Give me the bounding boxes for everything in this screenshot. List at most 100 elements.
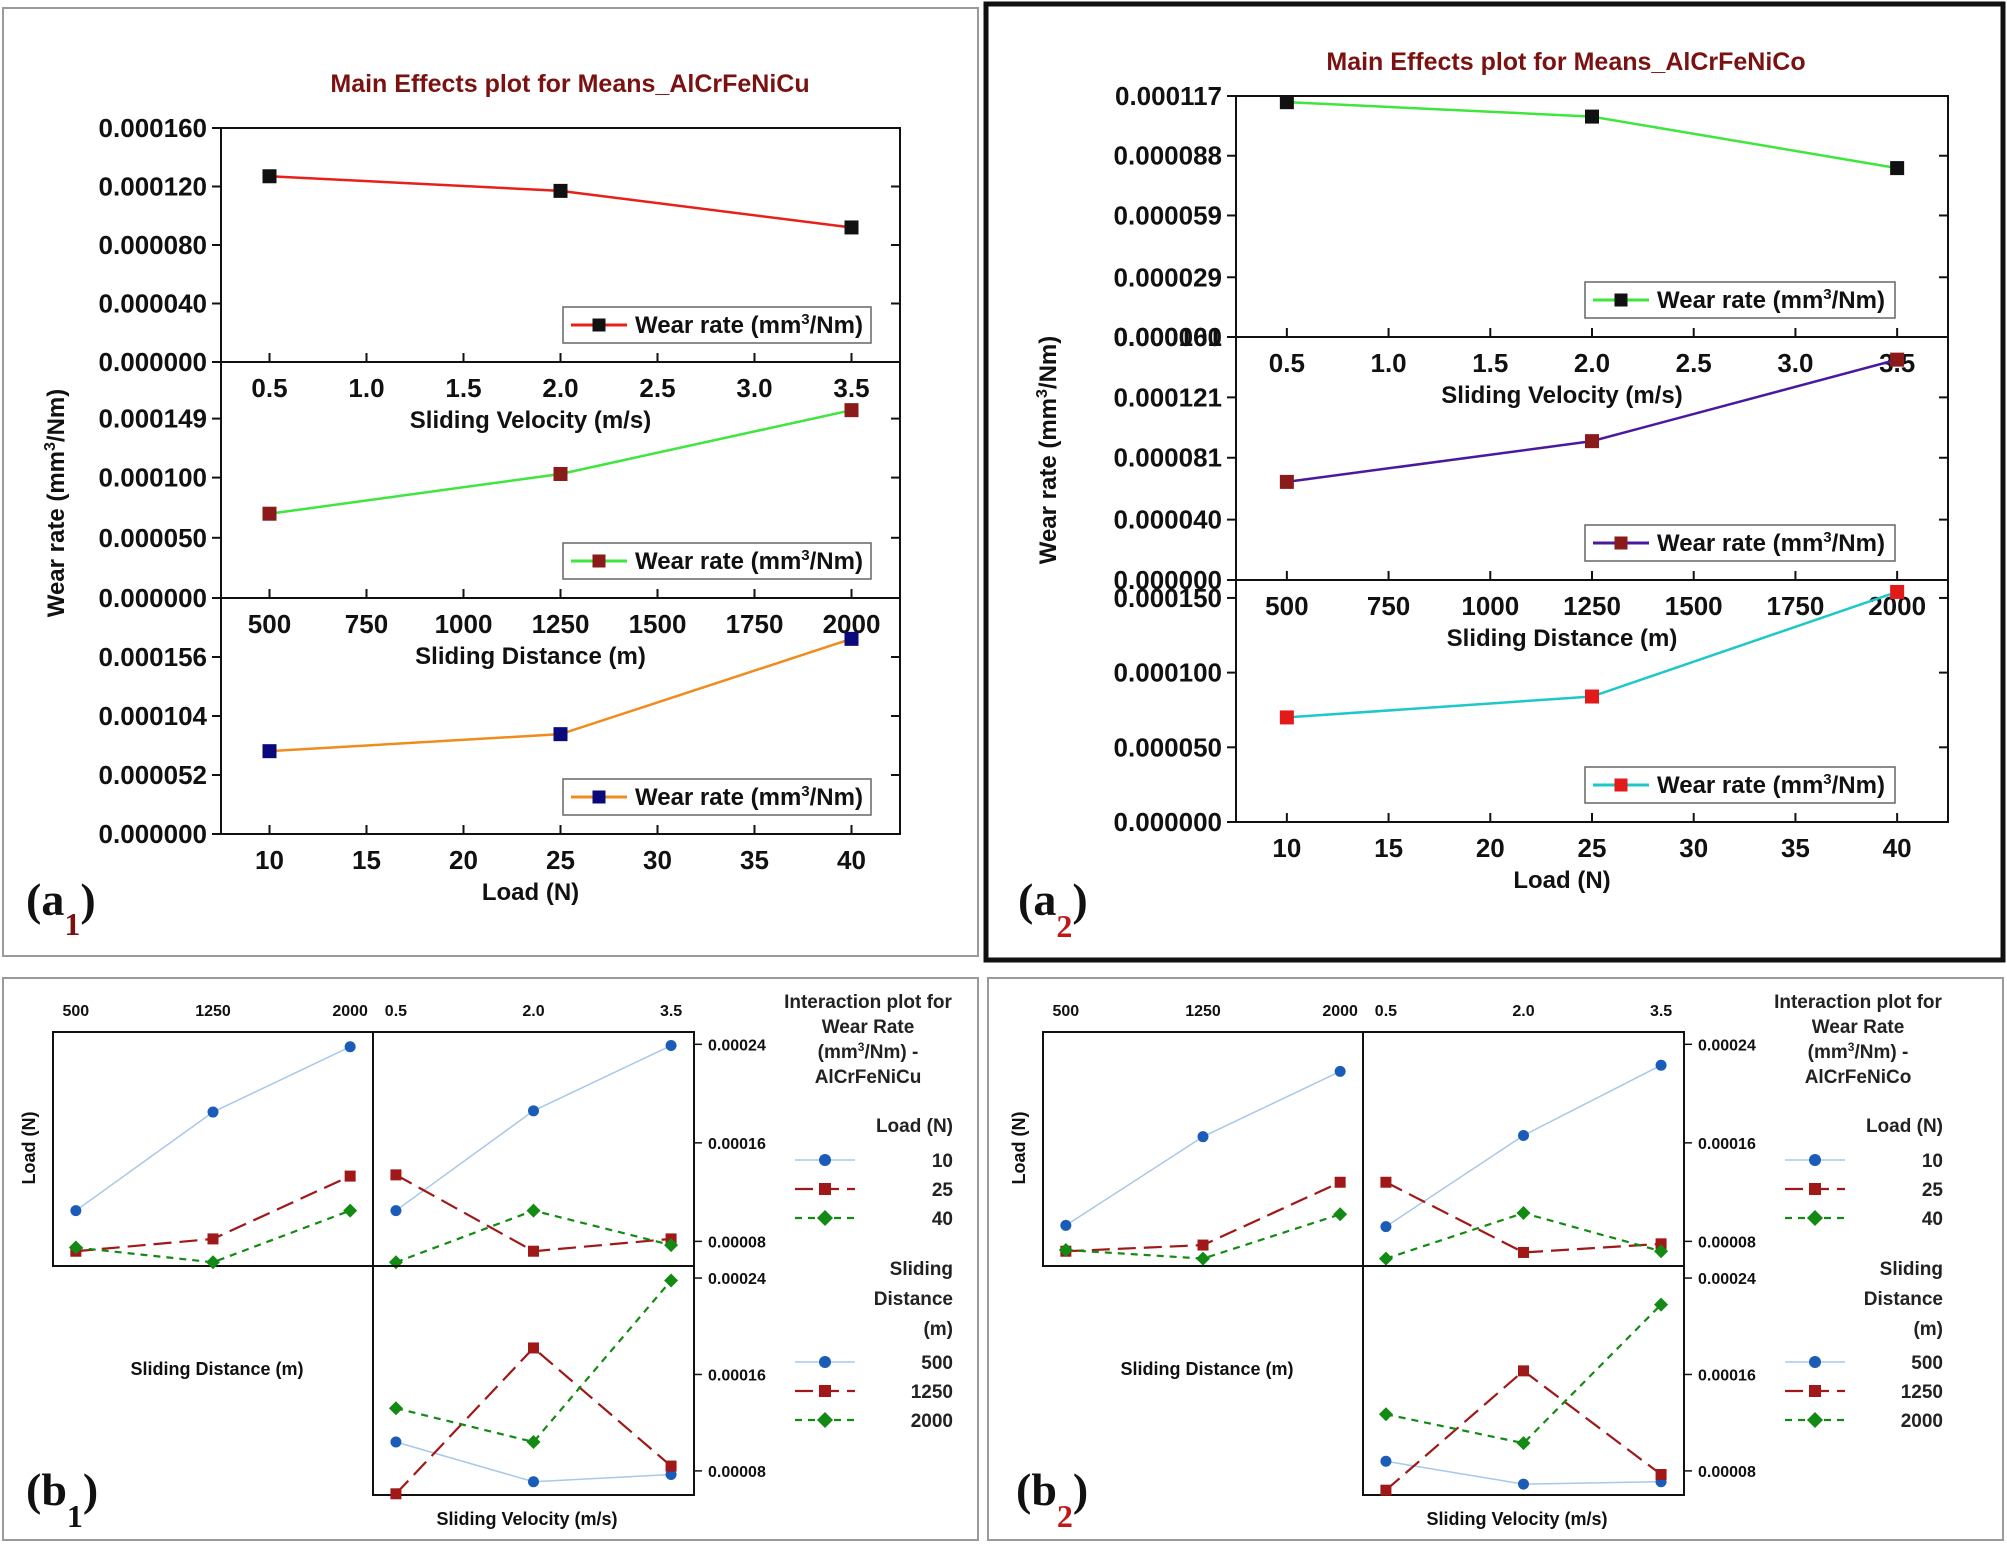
b1-legend-marker	[817, 1210, 833, 1226]
a2-xtick-label: 10	[1272, 833, 1301, 863]
b1-data-point	[70, 1205, 82, 1217]
b2-data-point	[1380, 1484, 1392, 1496]
a1-xtick-label: 1500	[629, 609, 687, 639]
a1-xtick-label: 3.0	[736, 373, 772, 403]
a2-legend-label-part: /Nm)	[1832, 287, 1885, 314]
b1-data-point	[528, 1105, 539, 1117]
b2-data-point	[1518, 1129, 1529, 1141]
b1-data-point	[207, 1233, 219, 1245]
b1-series-line	[395, 1279, 672, 1444]
b1-data-point	[665, 1469, 677, 1481]
b2-right-tick-label: 0.00016	[1698, 1136, 1756, 1153]
b2-legend-marker	[1807, 1412, 1823, 1428]
a2-xtick-label: 25	[1578, 833, 1607, 863]
b1-interaction-title: AlCrFeNiCu	[815, 1067, 922, 1088]
b1-legend-label: 40	[932, 1209, 953, 1230]
b1-legend-label: 25	[932, 1180, 954, 1201]
b1-interaction-title: (mm3/Nm) -	[818, 1040, 919, 1063]
b2-right-tick-label: 0.00008	[1698, 1464, 1756, 1481]
b2-top-tick-label: 2.0	[1512, 1003, 1534, 1020]
a2-xlabel: Sliding Distance (m)	[1447, 625, 1678, 652]
a2-ytick-label: 0.000081	[1114, 443, 1222, 473]
a2-legend-label: Wear rate (mm3/Nm)	[1657, 286, 1885, 314]
b2-data-point	[1654, 1244, 1669, 1259]
b1-top-tick-label: 1250	[195, 1003, 231, 1020]
b2-legend-marker	[1809, 1385, 1821, 1397]
a1-data-point	[553, 183, 568, 198]
b1-sd-xlabel: Sliding Distance (m)	[130, 1359, 303, 1379]
a2-data-point	[1585, 109, 1599, 124]
b1-data-point	[344, 1041, 356, 1053]
b1-series-line	[395, 1044, 672, 1212]
a2-legend-label-part: Wear rate (mm	[1657, 772, 1823, 799]
panel-a2-ylabel: Wear rate (mm3/Nm)	[1034, 336, 1062, 565]
a1-data-point	[844, 403, 859, 418]
panel-a2-plot: 0.000117 0.000088 0.000059 0.000029 0.000000…	[1114, 81, 1949, 894]
a2-ytick-label: 0.000088	[1114, 141, 1222, 171]
b1-data-point	[665, 1040, 677, 1052]
b2-top-tick-label: 3.5	[1650, 1003, 1672, 1020]
a1-xtick-label: 25	[546, 845, 575, 875]
a1-ytick-label: 0.000100	[99, 463, 207, 493]
b2-legend-marker	[1809, 1183, 1821, 1195]
b2-data-point	[1380, 1221, 1392, 1233]
b2-load-legend-title: Load (N)	[1866, 1116, 1943, 1137]
b1-data-point	[526, 1203, 541, 1218]
panel-a2-frame	[983, 1, 2006, 963]
a1-xtick-label: 1750	[726, 609, 784, 639]
a2-legend-label: Wear rate (mm3/Nm)	[1657, 771, 1885, 799]
b2-data-point	[1518, 1365, 1529, 1377]
a2-xtick-label: 1.5	[1472, 348, 1508, 378]
a1-xtick-label: 500	[248, 609, 291, 639]
b1-data-point	[344, 1170, 356, 1182]
b2-legend-label: 40	[1922, 1209, 1943, 1230]
a2-xtick-label: 1.0	[1370, 348, 1406, 378]
a1-xlabel: Load (N)	[482, 879, 579, 906]
a1-ytick-label: 0.000120	[99, 172, 207, 202]
b2-data-point	[1378, 1251, 1393, 1266]
a1-data-point	[262, 506, 277, 521]
b1-legend-marker	[819, 1183, 831, 1195]
a1-xtick-label: 30	[643, 845, 672, 875]
a2-xtick-label: 30	[1679, 833, 1708, 863]
b1-title-part: (mm	[818, 1042, 858, 1063]
b1-data-point	[528, 1476, 539, 1488]
b2-series-line	[1065, 1213, 1341, 1260]
a2-xtick-label: 3.0	[1777, 348, 1813, 378]
b2-legend-marker	[1809, 1356, 1821, 1368]
b1-top-tick-label: 2.0	[522, 1003, 544, 1020]
b2-right-tick-label: 0.00024	[1698, 1037, 1756, 1054]
b1-data-point	[526, 1434, 541, 1449]
b2-data-point	[1518, 1478, 1529, 1490]
a1-xtick-label: 20	[449, 845, 478, 875]
a2-ytick-label: 0.000100	[1114, 658, 1222, 688]
panel-b1-plot: 500 1250 2000 0.5 2.0 3.5 0.00024 0.00024 0.0001…	[19, 992, 953, 1529]
b1-legend-label: 500	[921, 1353, 953, 1374]
a2-xtick-label: 15	[1374, 833, 1403, 863]
b2-sd-xlabel: Sliding Distance (m)	[1120, 1359, 1293, 1379]
panel-a2-label: (a2)	[1018, 874, 1088, 944]
b1-right-tick-label: 0.00016	[708, 1367, 766, 1384]
b2-data-point	[1380, 1455, 1392, 1467]
b2-sd-legend-title: Distance	[1864, 1289, 1943, 1310]
a1-legend-label: Wear rate (mm3/Nm)	[635, 783, 863, 811]
b2-interaction-box	[1042, 1031, 1364, 1267]
a2-xtick-label: 0.5	[1269, 348, 1305, 378]
a1-ytick-label: 0.000052	[99, 760, 207, 790]
a2-xtick-label: 500	[1265, 591, 1308, 621]
b2-top-tick-label: 1250	[1185, 1003, 1221, 1020]
b1-data-point	[664, 1238, 679, 1253]
b2-data-point	[1197, 1131, 1209, 1143]
b2-data-point	[1378, 1407, 1393, 1422]
b1-legend-label: 1250	[911, 1382, 953, 1403]
a2-legend-label-sup: 3	[1823, 529, 1831, 546]
b1-legend-marker	[819, 1356, 831, 1368]
a2-legend-label-sup: 3	[1823, 286, 1831, 303]
a1-ytick-label: 0.000050	[99, 523, 207, 553]
panel-b1: 500 1250 2000 0.5 2.0 3.5 0.00024 0.00024 0.0001…	[2, 977, 979, 1541]
a1-xtick-label: 1.0	[348, 373, 384, 403]
b1-data-point	[390, 1169, 402, 1181]
a2-ytick-label: 0.000050	[1114, 732, 1222, 762]
a2-xlabel: Load (N)	[1513, 867, 1610, 894]
a2-ytick-label: 0.000040	[1114, 505, 1222, 535]
